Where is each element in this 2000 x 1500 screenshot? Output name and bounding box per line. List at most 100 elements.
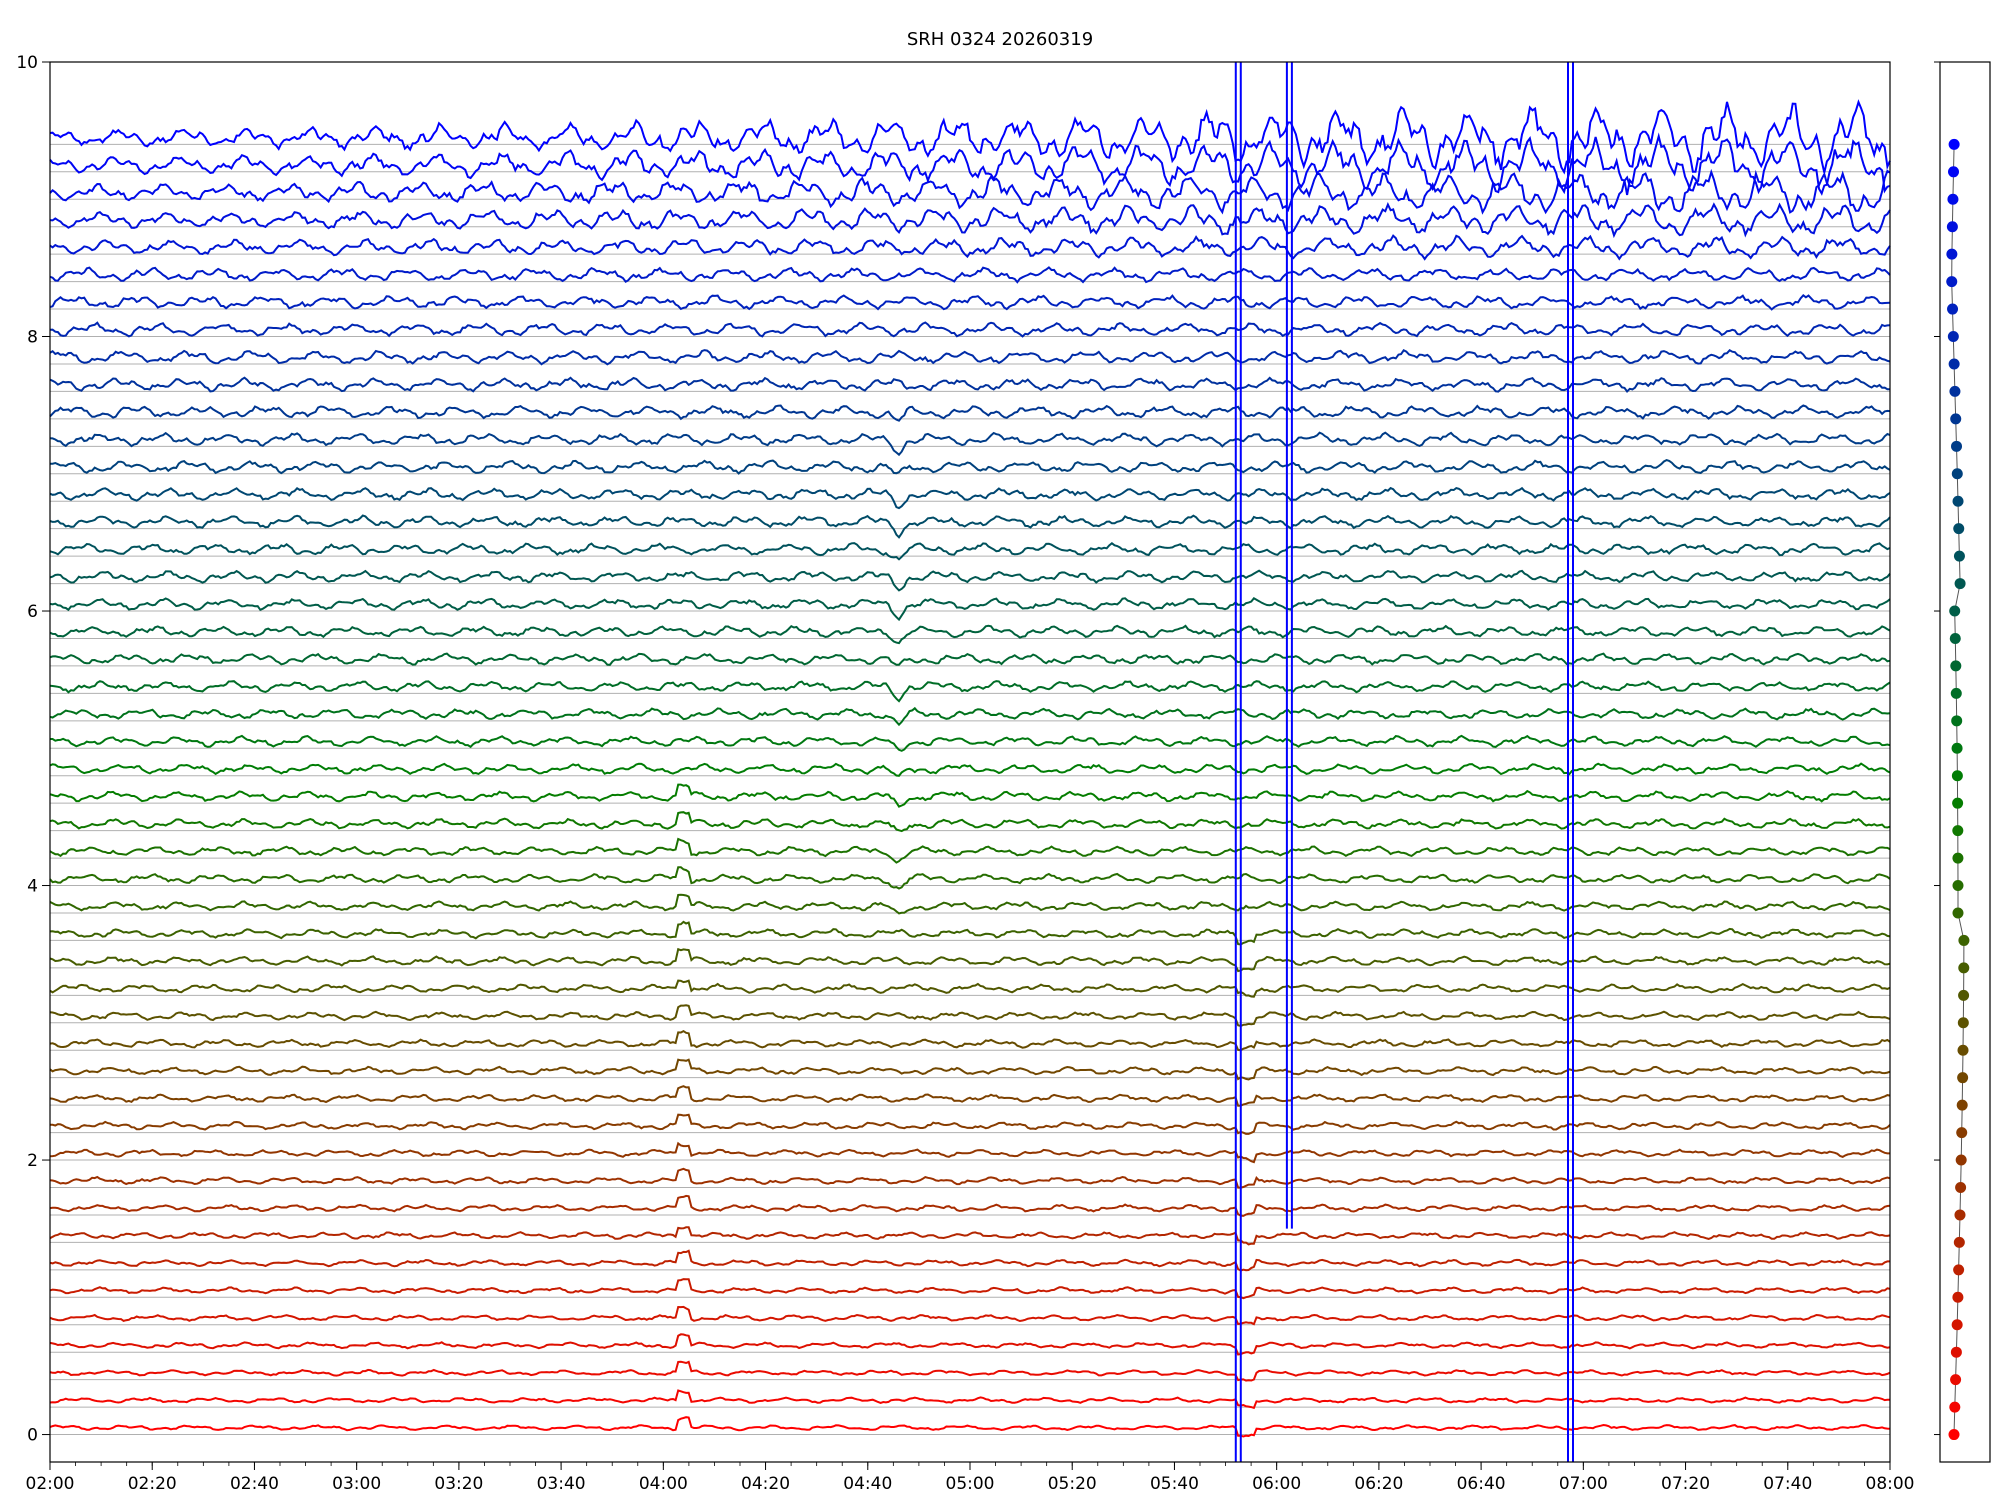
y-tick-label: 4 (27, 877, 38, 897)
side-point-22 (1952, 825, 1964, 837)
x-tick-label: 06:00 (1252, 1474, 1301, 1494)
x-tick-label: 03:00 (332, 1474, 381, 1494)
side-point-23 (1952, 797, 1964, 809)
x-tick-label: 05:40 (1150, 1474, 1199, 1494)
side-point-41 (1947, 303, 1959, 315)
series-line-12 (49, 1085, 1891, 1107)
side-point-44 (1946, 221, 1958, 233)
y-tick-label: 0 (27, 1426, 38, 1446)
axes: 02:00 02:20 02:40 03:00 03:20 03:40 04:00 04:20… (16, 53, 1914, 1494)
side-point-45 (1947, 193, 1959, 205)
series-line-16 (49, 979, 1891, 998)
side-point-27 (1950, 687, 1962, 699)
series-line-41 (49, 293, 1891, 311)
series-line-28 (49, 652, 1891, 666)
x-tick-label: 02:20 (128, 1474, 177, 1494)
series-line-29 (49, 624, 1891, 645)
series-line-24 (49, 762, 1891, 777)
side-point-18 (1958, 934, 1970, 946)
series-line-3 (49, 1333, 1891, 1356)
series-line-6 (49, 1249, 1890, 1272)
series-line-44 (49, 201, 1891, 239)
series-line-21 (49, 837, 1891, 864)
side-point-40 (1947, 331, 1959, 343)
side-point-34 (1952, 495, 1964, 507)
series-line-2 (49, 1360, 1891, 1382)
side-point-46 (1948, 166, 1960, 178)
side-point-38 (1949, 385, 1961, 397)
x-tick-label: 04:20 (741, 1474, 790, 1494)
series-line-30 (49, 597, 1891, 622)
x-tick-label: 04:00 (639, 1474, 688, 1494)
side-point-11 (1956, 1127, 1968, 1139)
side-point-12 (1956, 1099, 1968, 1111)
series-layer (49, 62, 1891, 1462)
series-line-36 (49, 431, 1891, 457)
y-tick-label: 8 (27, 328, 38, 348)
series-line-17 (49, 947, 1891, 973)
side-point-16 (1958, 989, 1970, 1001)
series-line-32 (49, 542, 1891, 561)
side-point-43 (1946, 248, 1958, 260)
side-point-25 (1951, 742, 1963, 754)
series-line-18 (49, 920, 1891, 946)
side-point-26 (1951, 715, 1963, 727)
side-point-6 (1953, 1264, 1965, 1276)
series-line-7 (49, 1226, 1891, 1246)
side-point-3 (1950, 1346, 1962, 1358)
side-point-32 (1953, 550, 1965, 562)
side-point-28 (1950, 660, 1962, 672)
x-tick-label: 05:00 (946, 1474, 995, 1494)
side-point-30 (1949, 605, 1961, 617)
side-point-7 (1953, 1236, 1965, 1248)
series-line-1 (49, 1389, 1890, 1410)
y-tick-label: 6 (27, 602, 38, 622)
series-line-43 (49, 234, 1891, 261)
y-tick-label: 2 (27, 1151, 38, 1171)
side-panel-frame (1939, 61, 1991, 1463)
series-line-26 (49, 706, 1891, 727)
side-point-1 (1949, 1401, 1961, 1413)
side-point-42 (1946, 276, 1958, 288)
series-line-9 (49, 1167, 1891, 1189)
series-line-40 (49, 321, 1891, 338)
x-tick-label: 07:00 (1559, 1474, 1608, 1494)
side-point-5 (1952, 1291, 1964, 1303)
series-line-39 (49, 349, 1891, 366)
side-point-9 (1955, 1181, 1967, 1193)
side-point-39 (1948, 358, 1960, 370)
series-line-33 (49, 514, 1891, 539)
x-tick-label: 04:40 (843, 1474, 892, 1494)
side-point-2 (1950, 1374, 1962, 1386)
series-line-46 (49, 132, 1891, 196)
chart-title: SRH 0324 20260319 (907, 29, 1093, 50)
side-point-13 (1957, 1072, 1969, 1084)
series-line-23 (49, 783, 1891, 808)
side-point-31 (1954, 578, 1966, 590)
series-line-45 (49, 168, 1891, 215)
series-line-5 (49, 1278, 1891, 1300)
series-line-47 (49, 99, 1891, 175)
series-line-11 (50, 1113, 1891, 1135)
x-tick-label: 06:40 (1457, 1474, 1506, 1494)
side-point-21 (1952, 852, 1964, 864)
x-tick-label: 02:40 (230, 1474, 279, 1494)
series-line-42 (49, 266, 1891, 284)
side-panel (1934, 61, 1991, 1463)
x-tick-label: 05:20 (1048, 1474, 1097, 1494)
side-point-33 (1953, 523, 1965, 535)
series-line-20 (49, 866, 1891, 890)
y-tick-label: 10 (16, 53, 38, 73)
x-tick-label: 02:00 (26, 1474, 75, 1494)
side-point-24 (1951, 770, 1963, 782)
side-point-37 (1950, 413, 1962, 425)
side-point-35 (1951, 468, 1963, 480)
side-point-36 (1951, 440, 1963, 452)
side-point-15 (1957, 1017, 1969, 1029)
side-point-17 (1958, 962, 1970, 974)
series-line-8 (49, 1194, 1891, 1217)
series-line-38 (49, 376, 1890, 394)
series-line-4 (49, 1305, 1891, 1326)
